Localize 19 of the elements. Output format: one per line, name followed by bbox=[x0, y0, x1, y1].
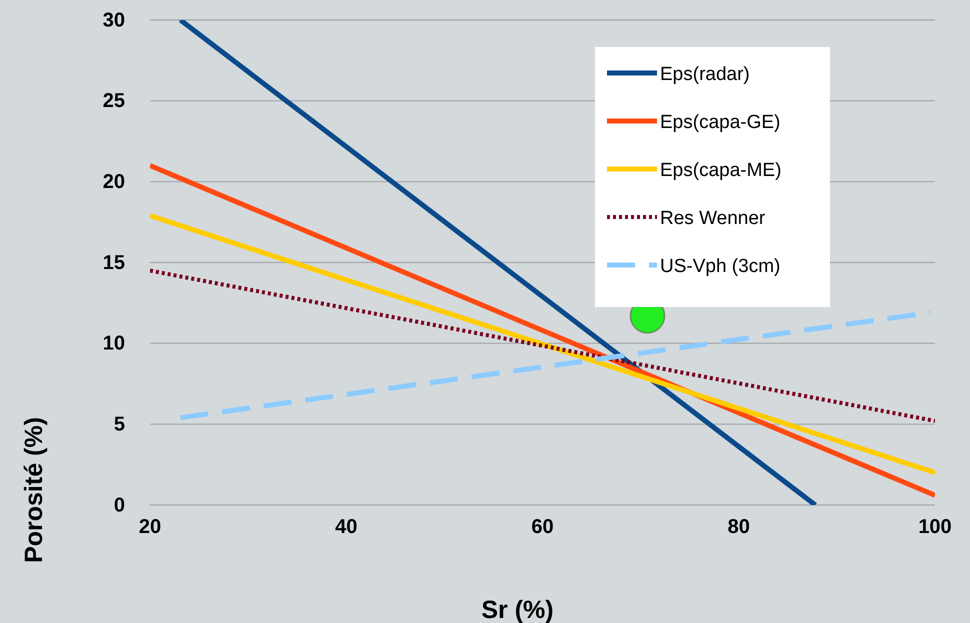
y-tick-label: 20 bbox=[102, 171, 125, 194]
x-tick-label: 100 bbox=[918, 516, 952, 538]
y-tick-label: 25 bbox=[102, 90, 125, 112]
legend-label: Eps(capa-GE) bbox=[660, 112, 780, 133]
y-tick-label: 0 bbox=[114, 494, 125, 516]
y-tick-label: 5 bbox=[114, 414, 125, 436]
y-axis-title: Porosité (%) bbox=[20, 417, 48, 563]
legend-label: Eps(capa-ME) bbox=[660, 160, 782, 181]
legend-label: Eps(radar) bbox=[660, 64, 750, 85]
y-tick-label: 10 bbox=[102, 332, 125, 355]
x-tick-label: 40 bbox=[335, 516, 358, 538]
legend-label: US-Vph (3cm) bbox=[660, 256, 780, 277]
x-tick-label: 80 bbox=[728, 516, 750, 538]
x-axis-title: Sr (%) bbox=[481, 596, 554, 623]
x-tick-label: 60 bbox=[531, 516, 554, 538]
y-tick-label: 30 bbox=[102, 9, 125, 32]
legend-label: Res Wenner bbox=[660, 208, 766, 229]
x-tick-label: 20 bbox=[138, 516, 162, 538]
y-tick-label: 15 bbox=[102, 252, 125, 274]
